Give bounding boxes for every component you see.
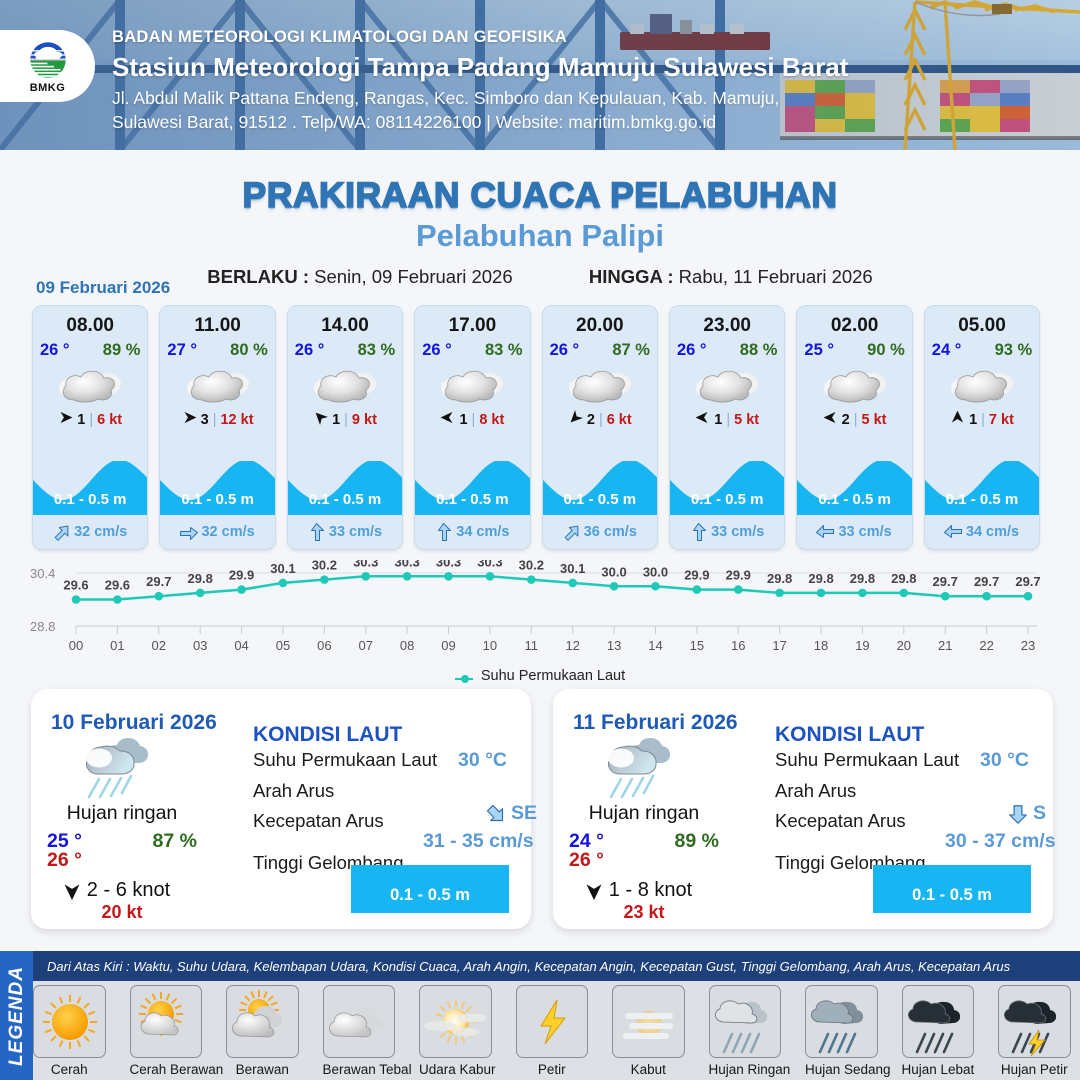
- svg-text:12: 12: [565, 638, 579, 653]
- svg-text:30.4: 30.4: [30, 566, 55, 581]
- svg-text:30.3: 30.3: [477, 560, 502, 569]
- svg-text:29.7: 29.7: [933, 574, 958, 589]
- svg-text:30.1: 30.1: [560, 561, 585, 576]
- svg-text:29.9: 29.9: [229, 568, 254, 583]
- svg-text:29.8: 29.8: [188, 571, 213, 586]
- svg-text:18: 18: [814, 638, 828, 653]
- svg-text:29.9: 29.9: [684, 568, 709, 583]
- svg-text:13: 13: [607, 638, 621, 653]
- svg-text:29.7: 29.7: [974, 574, 999, 589]
- svg-text:29.6: 29.6: [105, 578, 130, 593]
- svg-text:00: 00: [69, 638, 83, 653]
- svg-text:30.3: 30.3: [394, 560, 419, 569]
- svg-text:30.0: 30.0: [601, 564, 626, 579]
- svg-text:29.8: 29.8: [891, 571, 916, 586]
- svg-text:22: 22: [979, 638, 993, 653]
- svg-text:02: 02: [152, 638, 166, 653]
- svg-text:20: 20: [897, 638, 911, 653]
- svg-text:28.8: 28.8: [30, 619, 55, 634]
- svg-text:30.1: 30.1: [270, 561, 295, 576]
- svg-text:14: 14: [648, 638, 662, 653]
- svg-text:29.8: 29.8: [850, 571, 875, 586]
- svg-text:29.6: 29.6: [63, 578, 88, 593]
- svg-text:04: 04: [234, 638, 248, 653]
- svg-text:11: 11: [525, 638, 539, 653]
- svg-text:29.7: 29.7: [146, 574, 171, 589]
- svg-text:30.0: 30.0: [643, 564, 668, 579]
- svg-text:29.9: 29.9: [726, 568, 751, 583]
- svg-text:29.8: 29.8: [808, 571, 833, 586]
- svg-text:16: 16: [731, 638, 745, 653]
- svg-text:08: 08: [400, 638, 414, 653]
- svg-text:23: 23: [1021, 638, 1035, 653]
- svg-text:01: 01: [110, 638, 124, 653]
- svg-text:17: 17: [772, 638, 786, 653]
- svg-text:30.2: 30.2: [312, 560, 337, 573]
- svg-text:15: 15: [690, 638, 704, 653]
- svg-text:10: 10: [483, 638, 497, 653]
- svg-text:30.2: 30.2: [519, 560, 544, 573]
- svg-text:09: 09: [441, 638, 455, 653]
- svg-text:03: 03: [193, 638, 207, 653]
- svg-text:07: 07: [359, 638, 373, 653]
- svg-text:05: 05: [276, 638, 290, 653]
- svg-text:30.3: 30.3: [353, 560, 378, 569]
- svg-text:19: 19: [855, 638, 869, 653]
- svg-text:06: 06: [317, 638, 331, 653]
- svg-text:30.3: 30.3: [436, 560, 461, 569]
- svg-text:29.8: 29.8: [767, 571, 792, 586]
- svg-text:29.7: 29.7: [1015, 574, 1040, 589]
- svg-text:21: 21: [938, 638, 952, 653]
